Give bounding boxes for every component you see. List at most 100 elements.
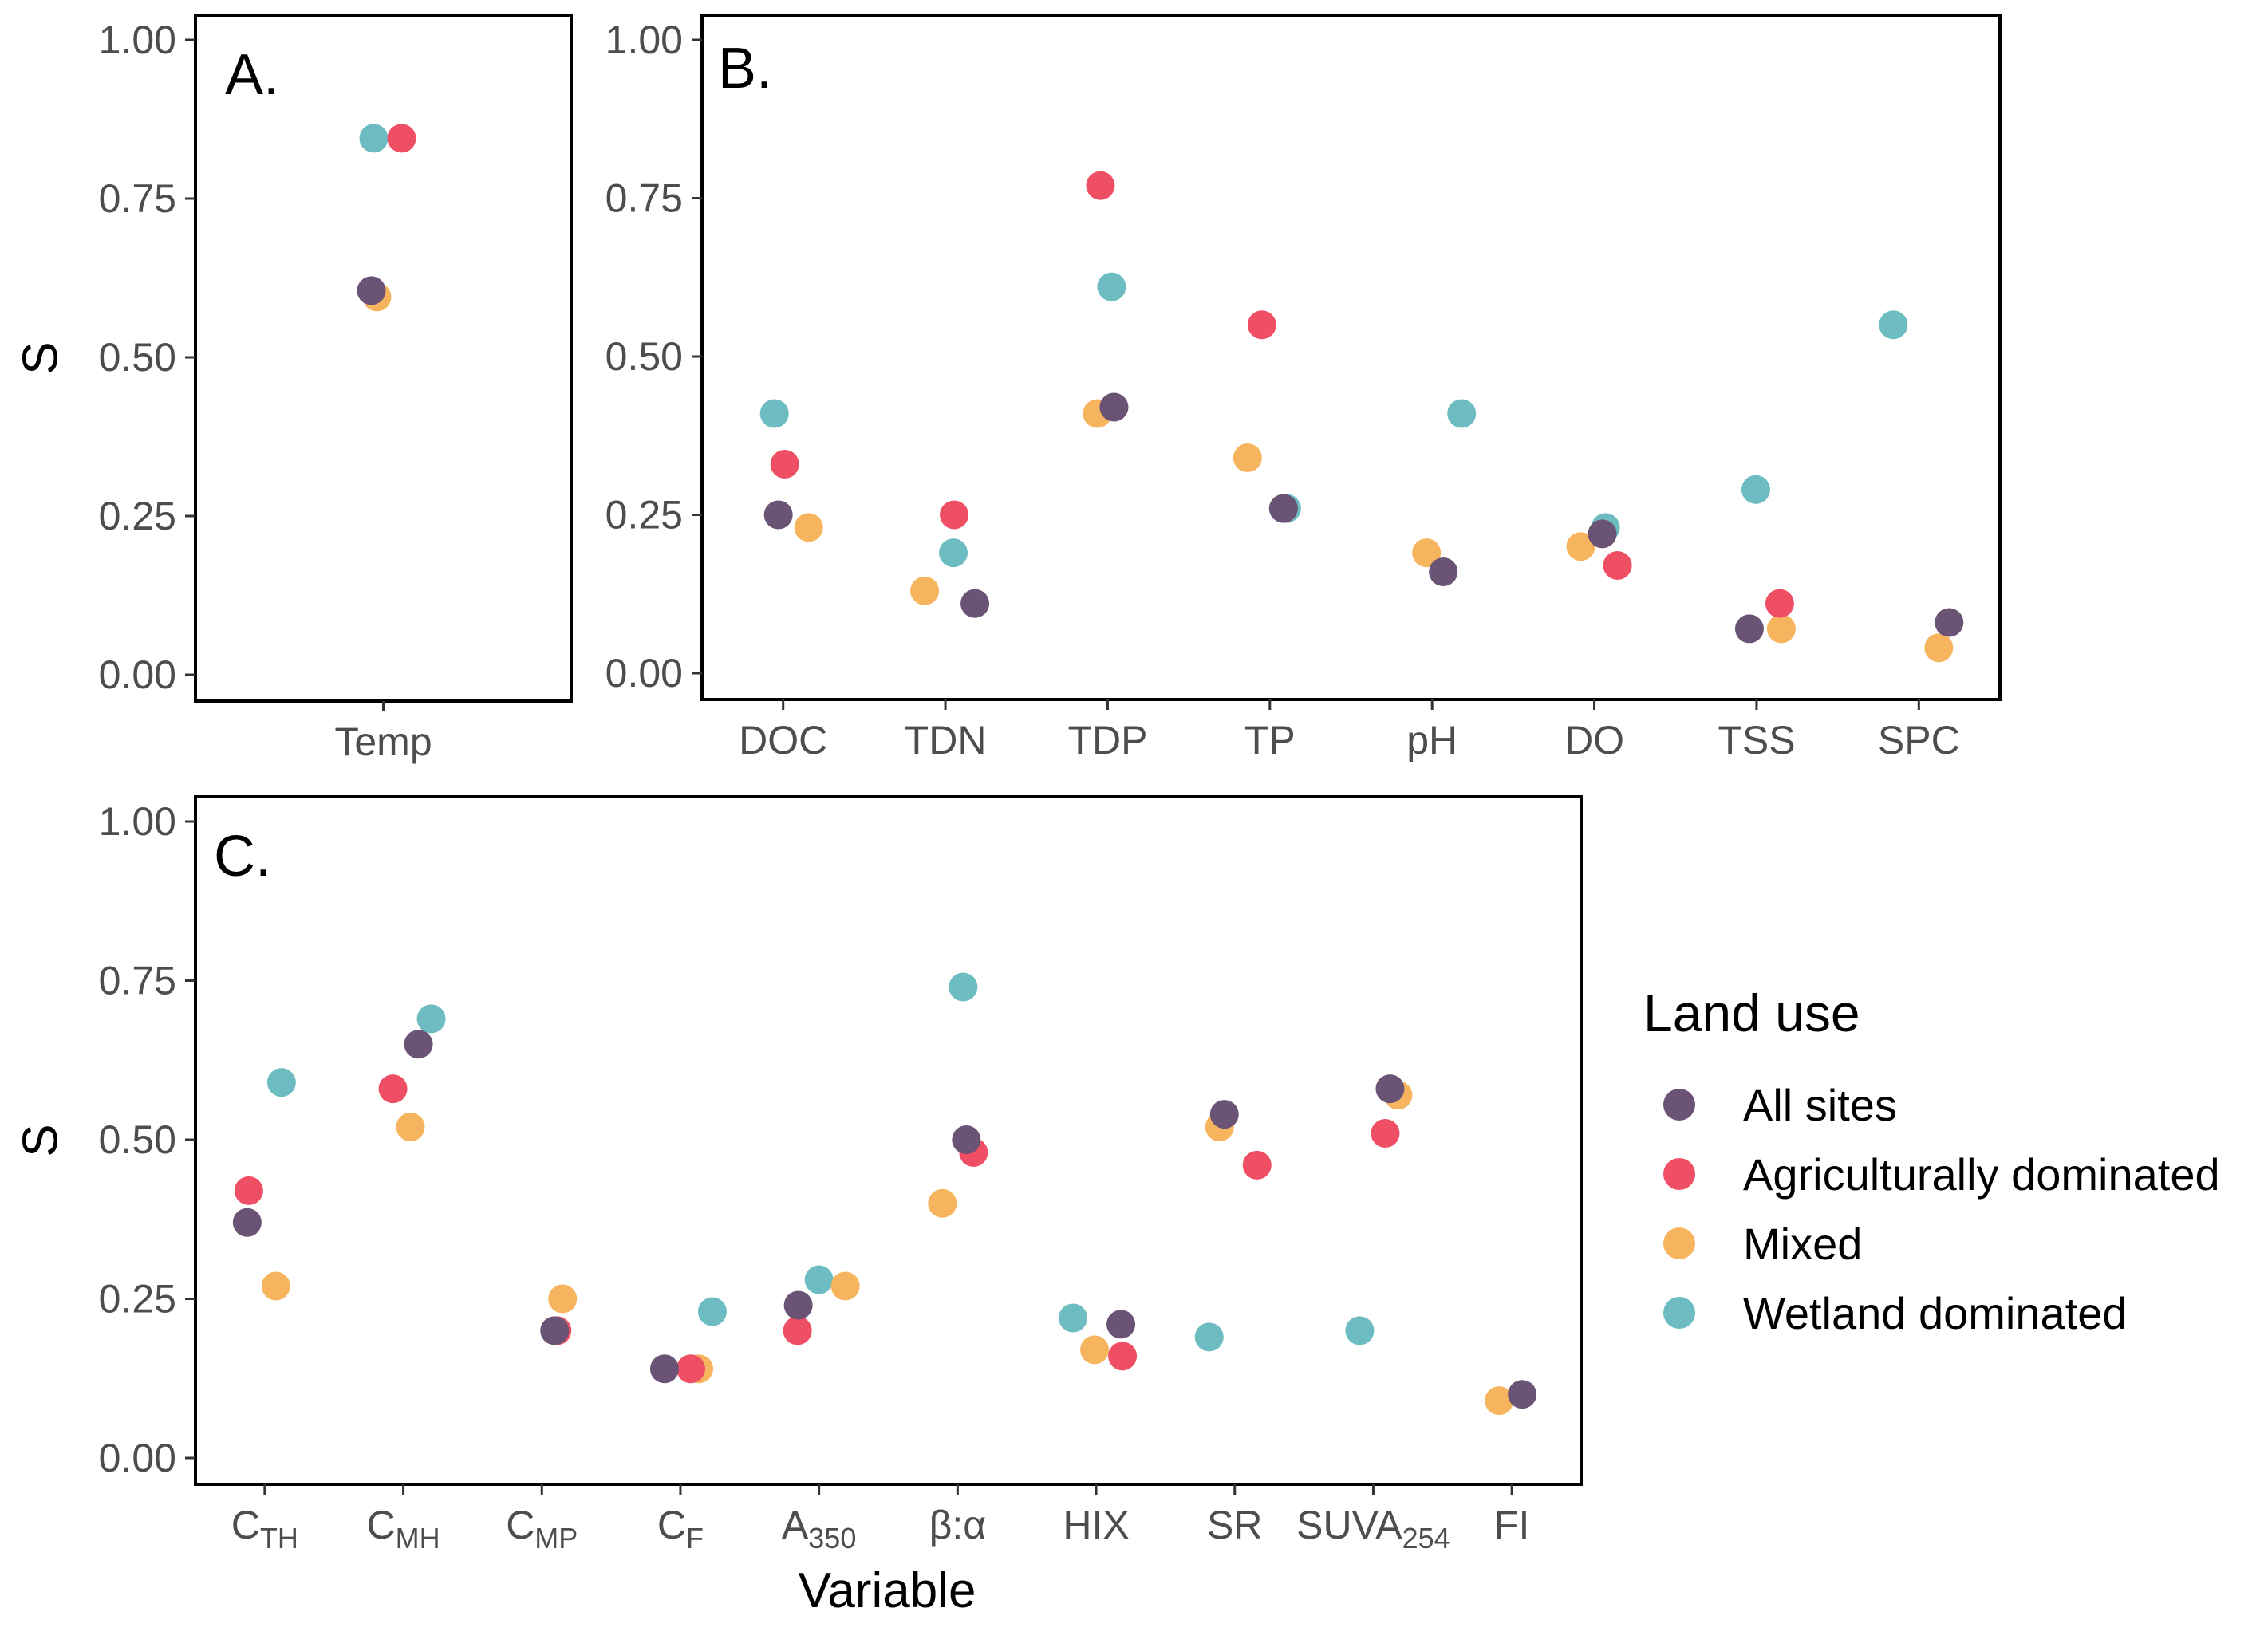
x-tick-label-spc: SPC — [1878, 718, 1960, 762]
point-mixed-spc — [1924, 633, 1954, 663]
point-all-sites-tss — [1734, 614, 1764, 644]
y-tick-label: 0.25 — [99, 1277, 176, 1322]
point-wetland-dominated-tss — [1741, 475, 1770, 504]
panel-c: 0.00 0.25 0.50 0.75 1.00 S CTH CMH CMP CF A350 β:α H… — [13, 795, 1583, 1554]
point-mixed-tss — [1766, 614, 1796, 644]
point-mixed-doc — [794, 513, 823, 542]
panels: 0.00 0.25 0.50 0.75 1.00 S Temp A. 0.00 0.25 0.50 0… — [13, 14, 2002, 1554]
point-mixed-ph — [1412, 538, 1442, 568]
legend-label-all-sites: All sites — [1743, 1080, 1897, 1130]
point-wetland-dominated-beta-alpha — [949, 972, 978, 1002]
x-tick-label-beta-alpha: β:α — [929, 1503, 987, 1547]
point-mixed-tdn — [910, 576, 940, 605]
point-all-sites-tp — [1268, 494, 1298, 523]
point-wetland-dominated-temp — [359, 124, 389, 153]
point-all-sites-hix — [1106, 1310, 1136, 1339]
legend-key-all-sites — [1663, 1089, 1695, 1121]
point-wetland-dominated-ph — [1447, 399, 1477, 428]
x-tick-label-sr: SR — [1207, 1503, 1262, 1547]
x-tick-label-cmh: CMH — [366, 1503, 440, 1554]
x-tick-label-cth: CTH — [231, 1503, 298, 1554]
point-wetland-dominated-tdn — [939, 538, 968, 568]
point-mixed-beta-alpha — [928, 1188, 957, 1218]
legend-label-wetland-dominated: Wetland dominated — [1743, 1288, 2128, 1338]
point-all-sites-sr — [1209, 1100, 1239, 1129]
point-wetland-dominated-suva254 — [1345, 1316, 1375, 1345]
legend-entries: All sites Agriculturally dominated Mixed We… — [1663, 1080, 2220, 1338]
point-agriculturally-dominated-hix — [1108, 1342, 1138, 1371]
x-tick-label-cf: CF — [657, 1503, 704, 1554]
y-tick-label: 0.00 — [605, 651, 683, 695]
point-all-sites-cmp — [540, 1316, 570, 1345]
point-agriculturally-dominated-temp — [387, 124, 416, 153]
point-wetland-dominated-doc — [759, 399, 789, 428]
legend-key-agriculturally-dominated — [1663, 1158, 1695, 1190]
point-all-sites-cf — [649, 1354, 679, 1384]
point-all-sites-ph — [1429, 557, 1458, 586]
x-tick-label-hix: HIX — [1063, 1503, 1129, 1547]
point-mixed-cth — [261, 1271, 290, 1301]
y-tick-label: 0.75 — [99, 959, 176, 1003]
y-tick-label: 1.00 — [605, 18, 683, 62]
point-mixed-a350 — [830, 1271, 860, 1301]
point-agriculturally-dominated-a350 — [783, 1316, 812, 1345]
point-wetland-dominated-tdp — [1097, 272, 1126, 301]
point-agriculturally-dominated-tdp — [1086, 171, 1115, 200]
point-all-sites-temp — [357, 276, 386, 305]
x-axis-title: Variable — [799, 1563, 976, 1618]
x-tick-label-temp: Temp — [334, 719, 432, 764]
point-agriculturally-dominated-tss — [1765, 589, 1794, 618]
point-all-sites-suva254 — [1375, 1074, 1405, 1104]
point-agriculturally-dominated-cf — [676, 1354, 705, 1384]
y-tick-label: 0.25 — [99, 494, 176, 538]
point-wetland-dominated-cmh — [416, 1004, 446, 1034]
legend: Land use All sites Agriculturally dominat… — [1643, 983, 2220, 1338]
y-tick-label: 0.50 — [605, 334, 683, 379]
x-tick-label-suva254: SUVA254 — [1296, 1503, 1450, 1554]
point-wetland-dominated-spc — [1879, 310, 1908, 340]
point-wetland-dominated-cth — [266, 1068, 296, 1097]
point-wetland-dominated-a350 — [804, 1265, 834, 1294]
point-mixed-do — [1566, 532, 1595, 561]
point-mixed-tp — [1233, 443, 1262, 473]
x-tick-label-cmp: CMP — [506, 1503, 578, 1554]
legend-label-mixed: Mixed — [1743, 1219, 1862, 1269]
x-tick-label-tdn: TDN — [905, 718, 987, 762]
y-tick-label: 0.75 — [99, 176, 176, 221]
point-mixed-hix — [1080, 1335, 1110, 1365]
x-tick-label-tss: TSS — [1718, 718, 1795, 762]
y-axis-title: S — [13, 341, 68, 374]
y-tick-label: 0.75 — [605, 176, 683, 221]
y-tick-label: 0.00 — [99, 652, 176, 697]
point-all-sites-beta-alpha — [952, 1125, 981, 1154]
point-wetland-dominated-sr — [1194, 1322, 1224, 1352]
y-tick-label: 0.50 — [99, 1117, 176, 1162]
legend-key-wetland-dominated — [1663, 1297, 1695, 1329]
point-all-sites-cth — [232, 1208, 262, 1237]
panel-tag: C. — [214, 825, 271, 888]
point-all-sites-fi — [1508, 1380, 1537, 1409]
point-all-sites-doc — [763, 500, 793, 530]
legend-title: Land use — [1643, 983, 1860, 1042]
point-all-sites-spc — [1935, 608, 1964, 637]
point-all-sites-tdp — [1099, 392, 1129, 422]
point-agriculturally-dominated-tp — [1247, 310, 1276, 340]
x-tick-label-doc: DOC — [739, 718, 827, 762]
panel-b: 0.00 0.25 0.50 0.75 1.00 DOC TDN TDP TP pH DO TSS SP… — [605, 14, 2002, 762]
x-tick-label-tp: TP — [1244, 718, 1296, 762]
x-tick-label-ph: pH — [1406, 718, 1457, 762]
x-tick-label-do: DO — [1564, 718, 1624, 762]
panel-frame — [194, 14, 573, 703]
point-all-sites-cmh — [404, 1030, 433, 1059]
point-all-sites-tdn — [960, 589, 990, 618]
panel-tag: A. — [225, 43, 279, 107]
point-agriculturally-dominated-doc — [770, 449, 799, 479]
y-axis-title: S — [13, 1124, 68, 1156]
y-tick-label: 0.00 — [99, 1436, 176, 1480]
x-tick-label-tdp: TDP — [1067, 718, 1147, 762]
point-mixed-cmh — [396, 1113, 425, 1142]
point-agriculturally-dominated-tdn — [940, 500, 969, 530]
point-mixed-cmp — [548, 1284, 578, 1314]
point-mixed-fi — [1485, 1386, 1514, 1416]
